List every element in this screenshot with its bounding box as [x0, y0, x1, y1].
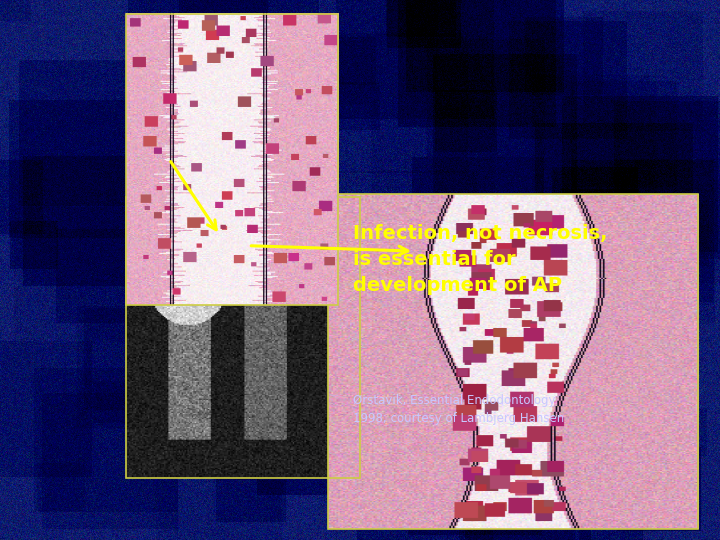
Text: Ørstavik, Essential Endodontology
1998; courtesy of Lambjerg Hansen: Ørstavik, Essential Endodontology 1998; … — [353, 394, 564, 425]
Bar — [328, 194, 698, 529]
Text: Infection, not necrosis,
is essential for
development of AP: Infection, not necrosis, is essential fo… — [353, 224, 607, 295]
Bar — [126, 197, 360, 478]
Bar — [126, 14, 338, 305]
